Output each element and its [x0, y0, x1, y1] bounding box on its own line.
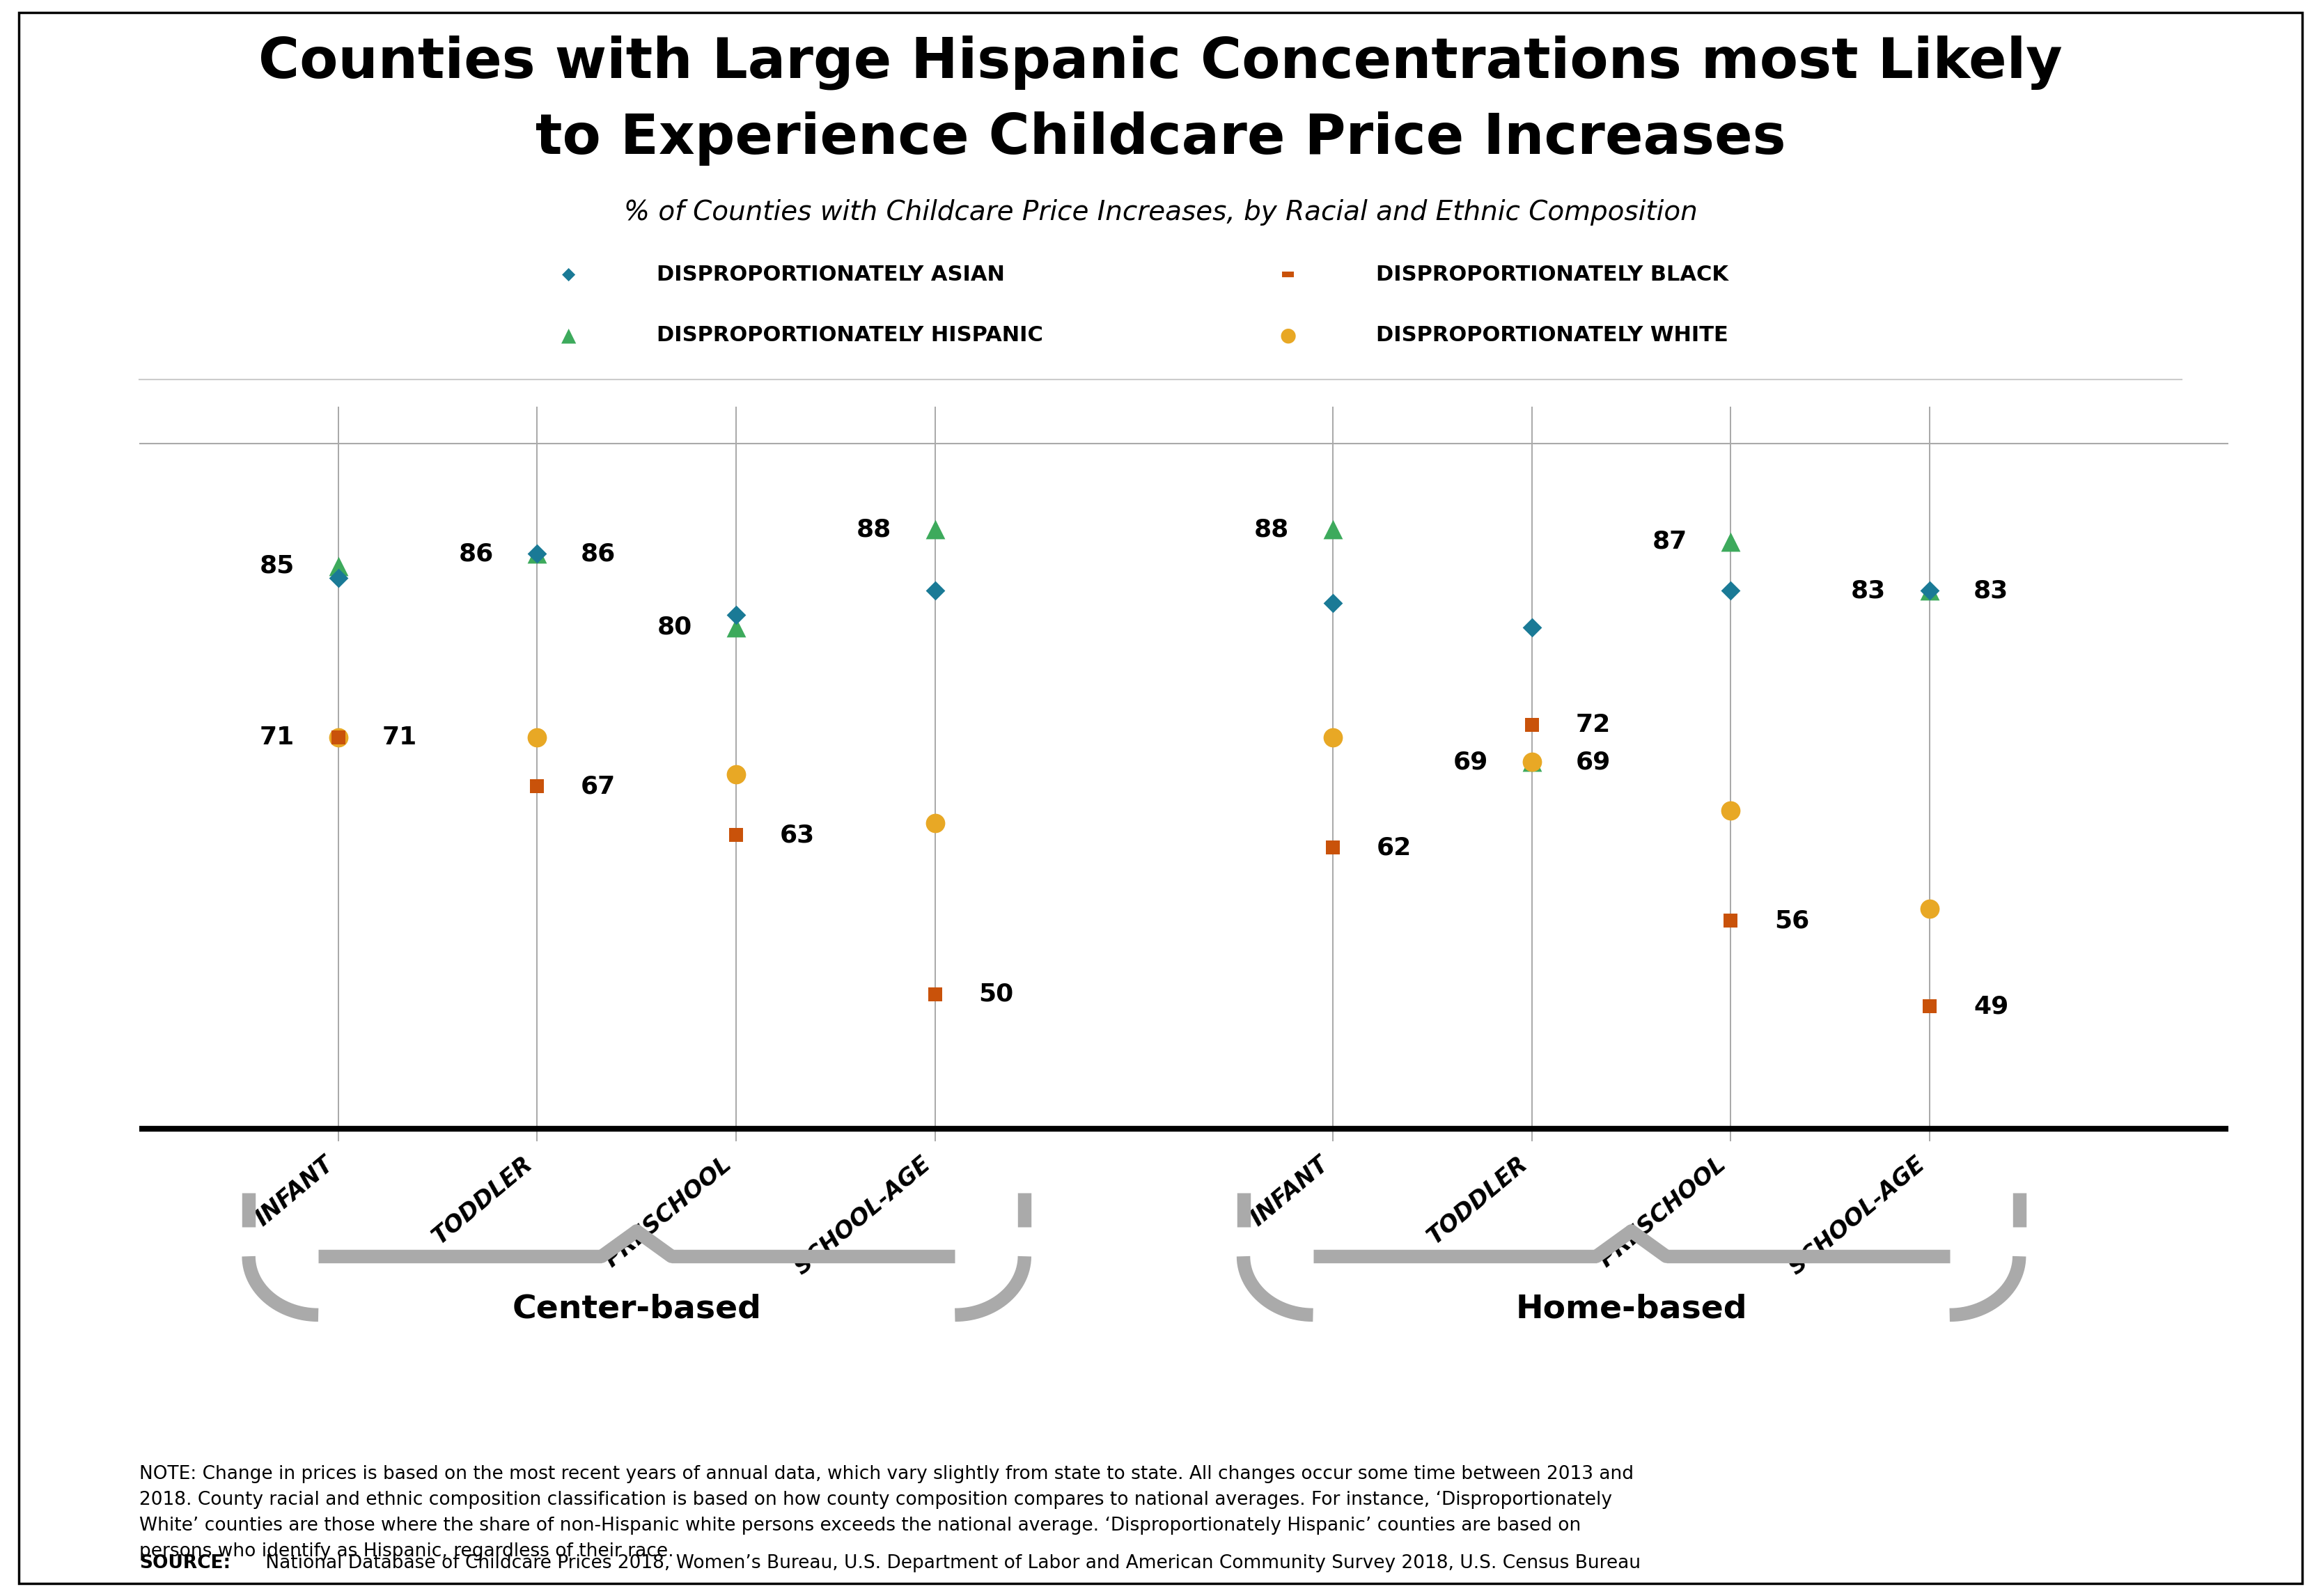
Text: 67: 67	[580, 774, 615, 798]
Text: 86: 86	[457, 543, 494, 565]
Point	[917, 982, 954, 1007]
Text: DISPROPORTIONATELY BLACK: DISPROPORTIONATELY BLACK	[1376, 265, 1729, 284]
Text: 69: 69	[1576, 750, 1611, 774]
Text: 83: 83	[1973, 579, 2008, 602]
Text: 80: 80	[657, 616, 692, 638]
Point	[320, 554, 357, 579]
Point	[1713, 578, 1750, 603]
Point	[320, 565, 357, 591]
Text: ▬: ▬	[1281, 268, 1295, 281]
Text: 71: 71	[260, 726, 295, 749]
Text: 56: 56	[1776, 910, 1810, 932]
Text: 83: 83	[1850, 579, 1887, 602]
Point	[518, 541, 555, 567]
Point	[1910, 994, 1947, 1020]
Text: 87: 87	[1653, 530, 1687, 554]
Text: Center-based: Center-based	[513, 1293, 761, 1325]
Point	[717, 614, 754, 640]
Text: DISPROPORTIONATELY HISPANIC: DISPROPORTIONATELY HISPANIC	[657, 326, 1042, 345]
Point	[1513, 749, 1550, 774]
Point	[518, 725, 555, 750]
Text: Counties with Large Hispanic Concentrations most Likely: Counties with Large Hispanic Concentrati…	[258, 35, 2063, 89]
Point	[917, 578, 954, 603]
Text: 50: 50	[979, 983, 1014, 1005]
Point	[717, 602, 754, 627]
Text: ▲: ▲	[562, 326, 576, 345]
Text: National Database of Childcare Prices 2018, Women’s Bureau, U.S. Department of L: National Database of Childcare Prices 20…	[260, 1555, 1641, 1572]
Point	[717, 822, 754, 847]
Point	[1513, 712, 1550, 737]
Point	[1910, 578, 1947, 603]
Point	[1314, 835, 1351, 860]
Text: 85: 85	[260, 554, 295, 578]
Text: 86: 86	[580, 543, 615, 565]
Point	[1713, 908, 1750, 934]
Point	[518, 774, 555, 800]
Text: ●: ●	[1279, 326, 1297, 345]
Point	[518, 541, 555, 567]
Text: 62: 62	[1376, 836, 1411, 859]
Point	[1910, 578, 1947, 603]
Text: % of Counties with Childcare Price Increases, by Racial and Ethnic Composition: % of Counties with Childcare Price Incre…	[624, 200, 1697, 227]
Text: DISPROPORTIONATELY ASIAN: DISPROPORTIONATELY ASIAN	[657, 265, 1005, 284]
Point	[917, 811, 954, 836]
Point	[1910, 895, 1947, 921]
Text: SOURCE:: SOURCE:	[139, 1555, 230, 1572]
Point	[1513, 614, 1550, 640]
Text: 71: 71	[383, 726, 418, 749]
Point	[320, 725, 357, 750]
Text: 63: 63	[780, 824, 815, 847]
Point	[1513, 749, 1550, 774]
Point	[320, 725, 357, 750]
Point	[1314, 591, 1351, 616]
Point	[1314, 517, 1351, 543]
Text: DISPROPORTIONATELY WHITE: DISPROPORTIONATELY WHITE	[1376, 326, 1729, 345]
Point	[1713, 798, 1750, 824]
Text: 72: 72	[1576, 713, 1611, 737]
Text: ◆: ◆	[562, 267, 576, 282]
Text: 88: 88	[856, 517, 891, 541]
Text: NOTE: Change in prices is based on the most recent years of annual data, which v: NOTE: Change in prices is based on the m…	[139, 1465, 1634, 1561]
Text: 88: 88	[1253, 517, 1288, 541]
Text: 49: 49	[1973, 994, 2008, 1018]
Point	[1713, 528, 1750, 554]
Text: 69: 69	[1453, 750, 1488, 774]
Point	[917, 517, 954, 543]
Point	[1314, 725, 1351, 750]
Text: Home-based: Home-based	[1516, 1293, 1748, 1325]
Text: to Experience Childcare Price Increases: to Experience Childcare Price Increases	[536, 112, 1785, 166]
Point	[717, 761, 754, 787]
